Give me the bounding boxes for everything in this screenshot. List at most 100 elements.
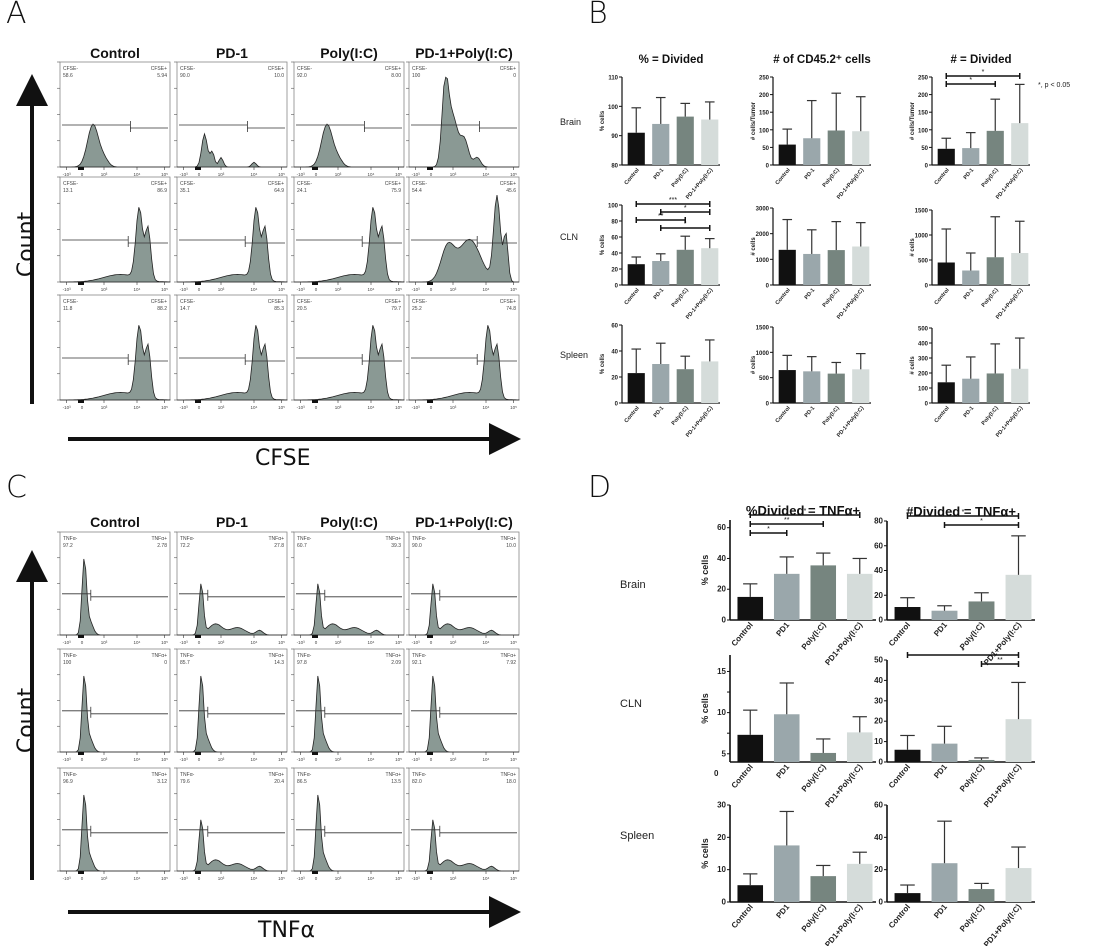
zero-marker bbox=[195, 871, 201, 874]
bar bbox=[894, 749, 921, 762]
bar bbox=[962, 378, 980, 403]
y-tick-label: 40 bbox=[717, 554, 726, 563]
plot-frame bbox=[408, 648, 520, 753]
y-tick-label: 250 bbox=[759, 76, 770, 82]
significance-label: * bbox=[962, 509, 965, 516]
gate-value: 64.9 bbox=[274, 188, 284, 194]
bar-chart: 0 500 1000 1500 # cells Control PD-1 Poly(I:C)P… bbox=[751, 326, 871, 439]
bar bbox=[737, 734, 764, 762]
y-tick-label: 40 bbox=[874, 676, 883, 685]
plot-frame bbox=[293, 176, 405, 283]
category-label: PD1 bbox=[774, 762, 791, 780]
x-tick-label: 10⁴ bbox=[368, 287, 375, 292]
histogram-plot: TNFα-82.0 TNFα+18.0 -10³ 0 10³ 10⁴ 10⁵ bbox=[406, 767, 520, 881]
bar bbox=[962, 148, 980, 165]
x-tick-label: 0 bbox=[430, 757, 433, 762]
gate-label: TNFα- bbox=[180, 772, 195, 778]
bar bbox=[810, 876, 837, 902]
gate-value: 82.0 bbox=[412, 779, 422, 785]
category-label: Control bbox=[730, 621, 755, 649]
histogram-plot: CFSE-14.7 CFSE+85.3 -10³ 0 10³ 10⁴ 10⁵ bbox=[174, 294, 288, 410]
plot-frame bbox=[59, 294, 171, 401]
gate-value: 39.3 bbox=[391, 543, 401, 549]
significance-label: * bbox=[804, 508, 807, 515]
x-tick-label: 10⁵ bbox=[161, 876, 168, 881]
y-tick-label: 0 bbox=[615, 284, 619, 290]
bar-chart: 80 90 100 110 % cells Control PD-1 Poly(I:C)PD-… bbox=[600, 54, 720, 201]
zero-marker bbox=[195, 752, 201, 755]
x-tick-label: 10⁴ bbox=[483, 640, 490, 645]
x-tick-label: 10⁴ bbox=[368, 640, 375, 645]
gate-value: 14.3 bbox=[274, 660, 284, 666]
p-value-annotation: *, p < 0.05 bbox=[1038, 82, 1070, 89]
y-tick-label: 20 bbox=[611, 268, 618, 274]
y-tick-label: 500 bbox=[918, 327, 929, 333]
gate-label: CFSE- bbox=[180, 299, 195, 305]
x-tick-label: 10⁵ bbox=[395, 640, 402, 645]
hist-col-title: PD-1+Poly(I:C) bbox=[415, 45, 513, 61]
gate-value: 85.7 bbox=[180, 660, 190, 666]
bar bbox=[1005, 574, 1032, 620]
zero-marker bbox=[195, 635, 201, 638]
gate-label: CFSE+ bbox=[500, 181, 516, 187]
category-label: Poly(I:C) bbox=[958, 902, 986, 933]
category-label: PD-1+Poly(I:C) bbox=[836, 287, 865, 320]
x-tick-label: 10⁵ bbox=[161, 640, 168, 645]
category-label: PD-1 bbox=[804, 167, 817, 180]
y-tick-label: 0 bbox=[766, 284, 770, 290]
gate-value: 86.5 bbox=[297, 779, 307, 785]
x-tick-label: 10³ bbox=[218, 876, 225, 881]
histogram-curve bbox=[177, 583, 287, 636]
x-tick-label: 10⁵ bbox=[161, 172, 168, 177]
histogram-plot: TNFα-72.2 TNFα+27.8 -10³ 0 10³ 10⁴ 10⁵ bbox=[174, 531, 288, 645]
zero-marker bbox=[427, 282, 433, 285]
bar bbox=[968, 601, 995, 620]
x-tick-label: 10⁵ bbox=[510, 405, 517, 410]
bar bbox=[652, 123, 670, 165]
plot-frame bbox=[59, 531, 171, 636]
bar bbox=[852, 246, 870, 285]
x-tick-label: 0 bbox=[315, 876, 318, 881]
bar bbox=[846, 732, 873, 762]
y-tick-label: 1000 bbox=[915, 234, 929, 240]
histogram-plot: CFSE-35.1 CFSE+64.9 -10³ 0 10³ 10⁴ 10⁵ bbox=[174, 176, 288, 292]
category-label: PD-1 bbox=[804, 405, 817, 418]
category-label: Control bbox=[624, 405, 641, 424]
x-tick-label: 10³ bbox=[101, 172, 108, 177]
zero-marker bbox=[78, 635, 84, 638]
histogram-curve bbox=[60, 207, 171, 283]
y-tick-label: 150 bbox=[759, 111, 770, 117]
category-label: Control bbox=[730, 903, 755, 931]
category-label: PD-1+Poly(I:C) bbox=[836, 405, 865, 438]
histogram-plot: TNFα-96.9 TNFα+3.12 -10³ 0 10³ 10⁴ 10⁵ bbox=[57, 767, 171, 881]
bar bbox=[676, 249, 694, 285]
x-tick-label: 10⁵ bbox=[161, 287, 168, 292]
gate-label: TNFα- bbox=[63, 772, 78, 778]
chart-title: #Divided = TNFα+ bbox=[906, 504, 1016, 519]
y-tick-label: 0 bbox=[925, 164, 929, 170]
tnfa-label: TNFα bbox=[258, 918, 316, 943]
bar bbox=[627, 264, 645, 285]
x-tick-label: 0 bbox=[198, 405, 201, 410]
bar-chart: 0 20 40 60 % cells Control PD-1 Poly(I:C)PD-1+P… bbox=[600, 324, 720, 439]
y-tick-label: 2000 bbox=[756, 232, 770, 238]
gate-label: TNFα+ bbox=[268, 772, 284, 778]
bar bbox=[962, 270, 980, 285]
x-tick-label: 0 bbox=[198, 287, 201, 292]
gate-label: CFSE- bbox=[297, 299, 312, 305]
x-tick-label: 10⁴ bbox=[134, 405, 141, 410]
gate-label: CFSE+ bbox=[268, 299, 284, 305]
x-tick-label: -10³ bbox=[63, 172, 72, 177]
gate-label: TNFα+ bbox=[151, 536, 167, 542]
bar bbox=[1005, 719, 1032, 762]
gate-label: CFSE- bbox=[180, 181, 195, 187]
bar bbox=[1005, 868, 1032, 902]
bar bbox=[846, 573, 873, 620]
gate-value: 25.2 bbox=[412, 306, 422, 312]
category-label: PD1+Poly(I:C) bbox=[823, 762, 864, 809]
bar bbox=[968, 759, 995, 762]
bar-chart: 0 100 200 300 400 500 # cells Control PD-1 Poly(I… bbox=[910, 327, 1030, 439]
y-tick-label: 10 bbox=[717, 865, 726, 874]
gate-label: CFSE+ bbox=[500, 299, 516, 305]
bar bbox=[852, 369, 870, 403]
